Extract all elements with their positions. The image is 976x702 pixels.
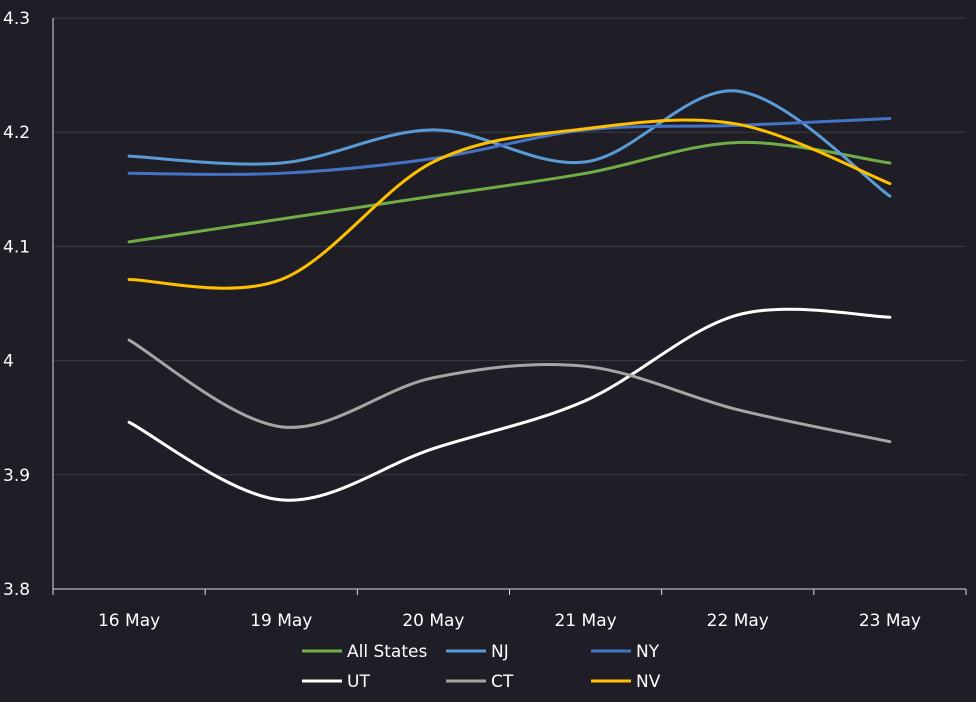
series-lines [127, 89, 892, 502]
legend: All States NJ NY UT CT NV [302, 642, 661, 692]
x-tick-label: 16 May [98, 611, 160, 631]
series-line-nv [127, 118, 892, 290]
legend-label-all-states: All States [347, 642, 427, 662]
x-tick-label: 23 May [859, 611, 921, 631]
axes: 3.8 3.9 4 4.1 4.2 4.3 16 May 19 May 20 May 21 May… [3, 9, 967, 631]
y-tick-label: 3.9 [3, 466, 30, 486]
legend-label-ut: UT [347, 672, 370, 692]
series-line-all-states [127, 140, 892, 244]
series-line-ct [127, 338, 892, 444]
y-tick-label: 4 [3, 352, 14, 372]
legend-label-nj: NJ [491, 642, 509, 662]
series-line-ny [127, 116, 892, 176]
y-tick-label: 4.3 [3, 9, 30, 29]
legend-label-nv: NV [636, 672, 661, 692]
y-tick-label: 4.2 [3, 123, 30, 143]
x-tick-label: 21 May [554, 611, 616, 631]
x-tick-label: 19 May [250, 611, 312, 631]
legend-label-ct: CT [491, 672, 514, 692]
legend-label-ny: NY [636, 642, 660, 662]
y-tick-label: 3.8 [3, 580, 30, 600]
series-line-ut [127, 307, 892, 502]
gridlines [53, 17, 966, 476]
x-tick-label: 22 May [707, 611, 769, 631]
series-line-nj [127, 89, 892, 198]
y-tick-label: 4.1 [3, 237, 30, 257]
x-tick-label: 20 May [402, 611, 464, 631]
